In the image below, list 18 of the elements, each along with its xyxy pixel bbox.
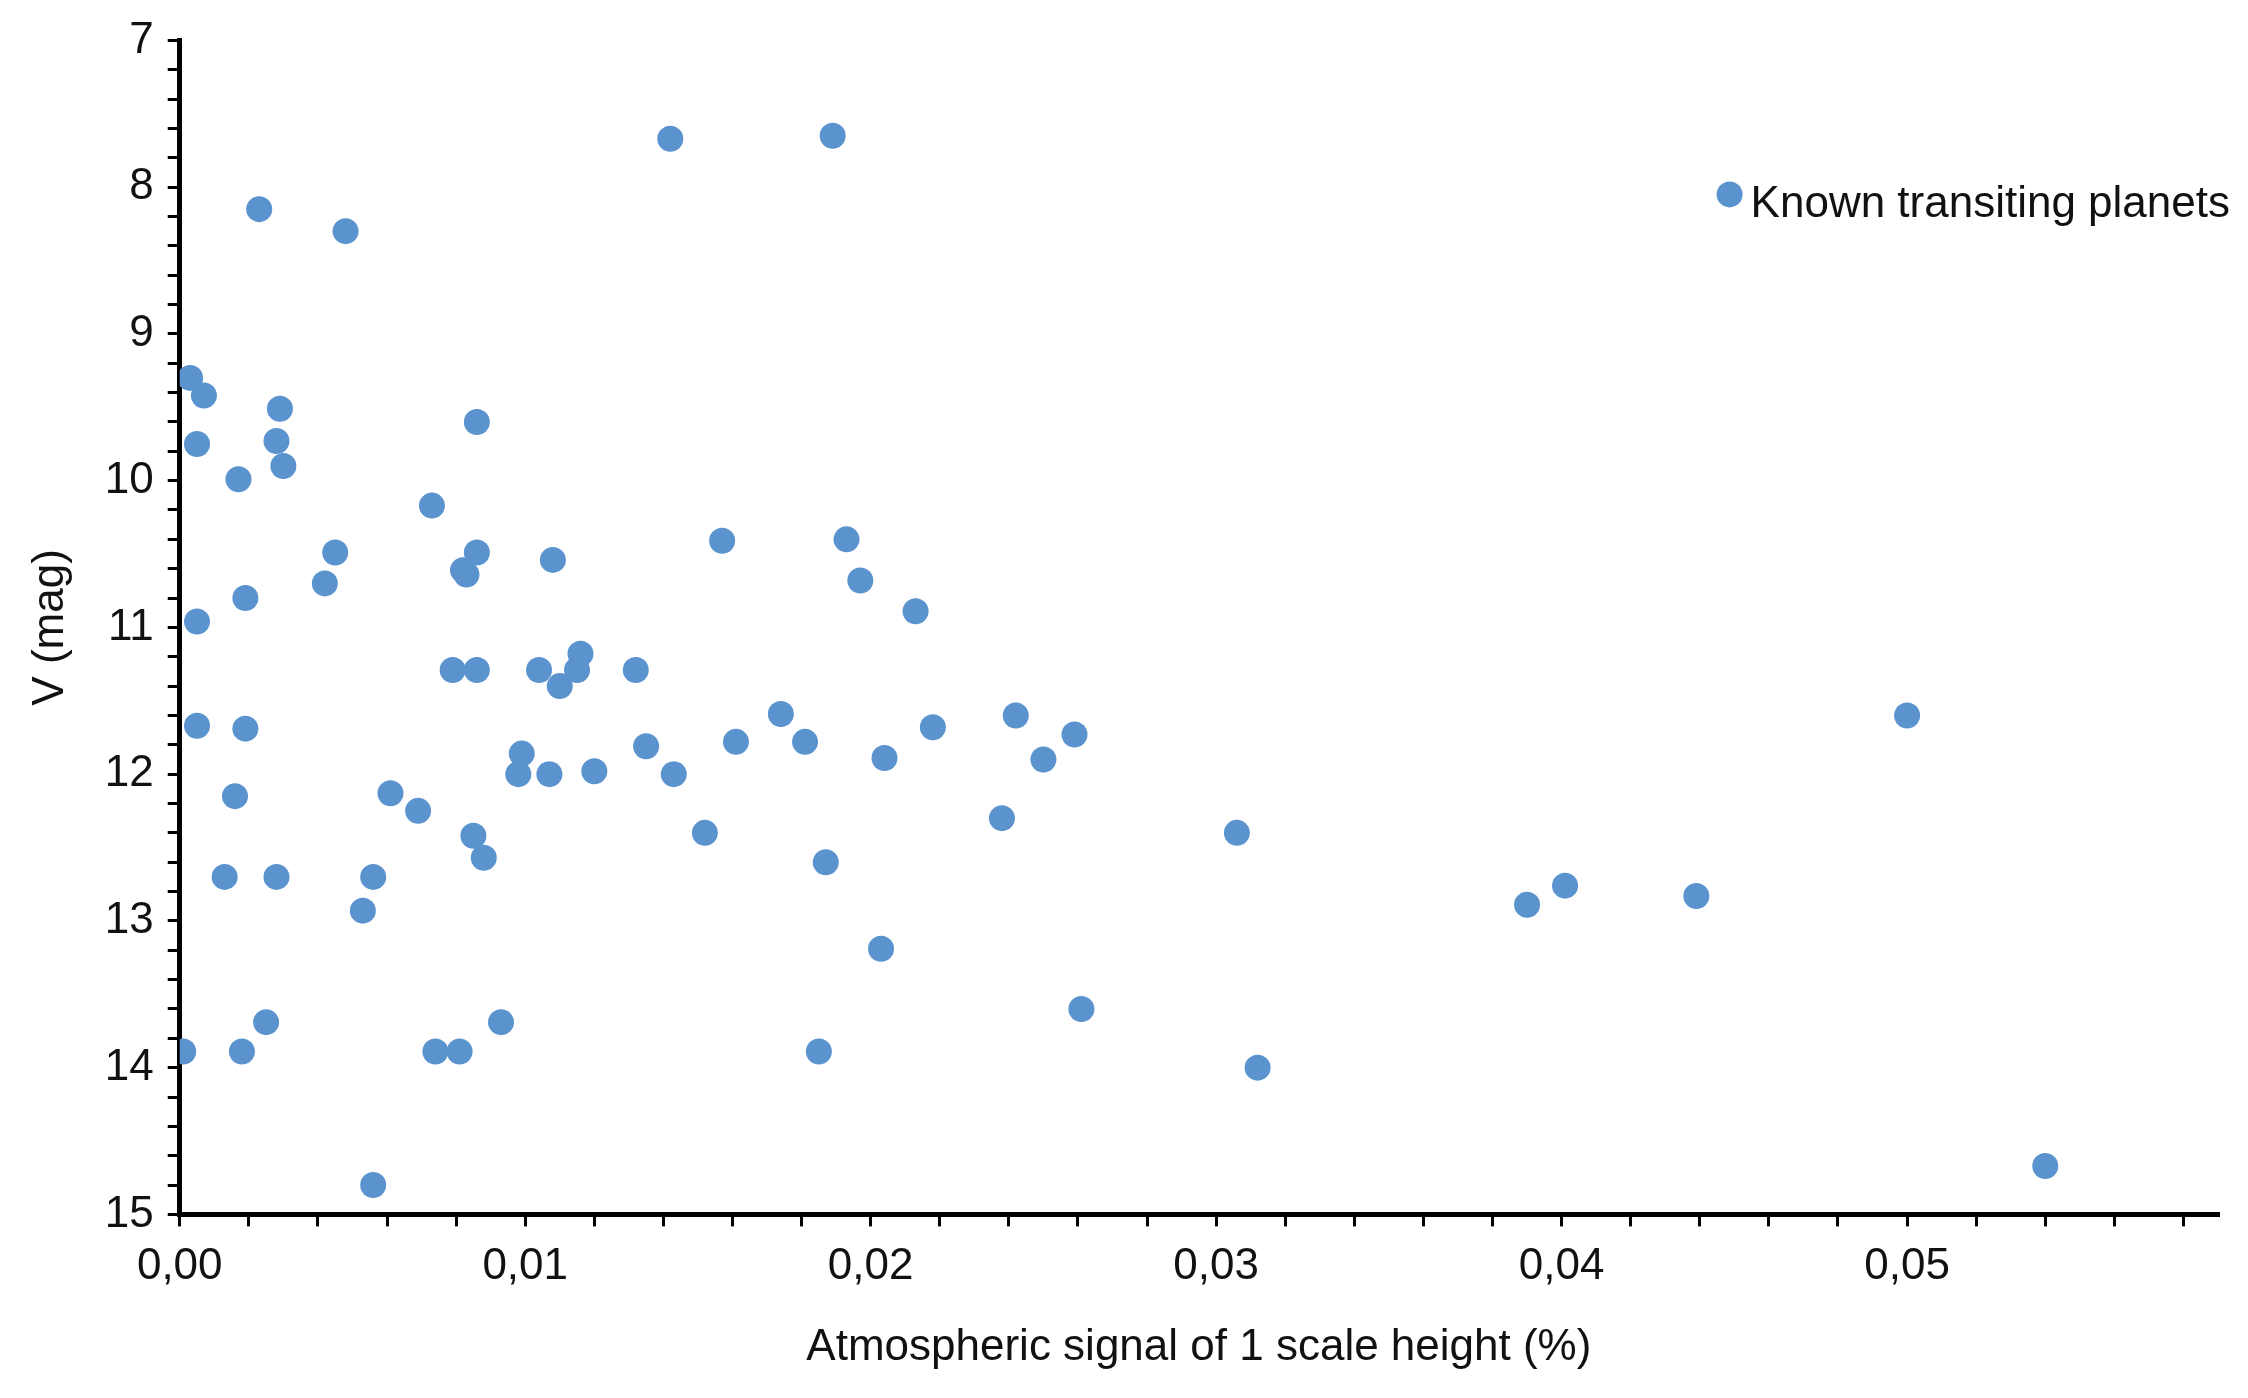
x-tick-label: 0,04 [1518,1238,1605,1288]
x-tick-label: 0,05 [1864,1238,1950,1288]
y-tick-label: 9 [129,306,154,356]
x-tick-label: 0,03 [1173,1238,1259,1288]
x-axis-title: Atmospheric signal of 1 scale height (%) [806,1319,1592,1369]
y-tick-label: 8 [129,159,154,209]
y-tick-label: 12 [104,746,154,796]
x-tick-label: 0,00 [136,1238,223,1288]
y-tick-label: 14 [104,1039,154,1089]
y-tick-label: 15 [104,1186,154,1236]
x-tick-label: 0,02 [827,1238,914,1288]
y-tick-label: 10 [104,452,154,502]
y-tick-label: 13 [104,893,154,943]
y-tick-label: 7 [129,12,154,62]
legend-label: Known transiting planets [1750,176,2230,226]
y-tick-label: 11 [108,599,154,649]
y-axis-title: V (mag) [22,549,72,706]
x-tick-label: 0,01 [482,1238,569,1288]
